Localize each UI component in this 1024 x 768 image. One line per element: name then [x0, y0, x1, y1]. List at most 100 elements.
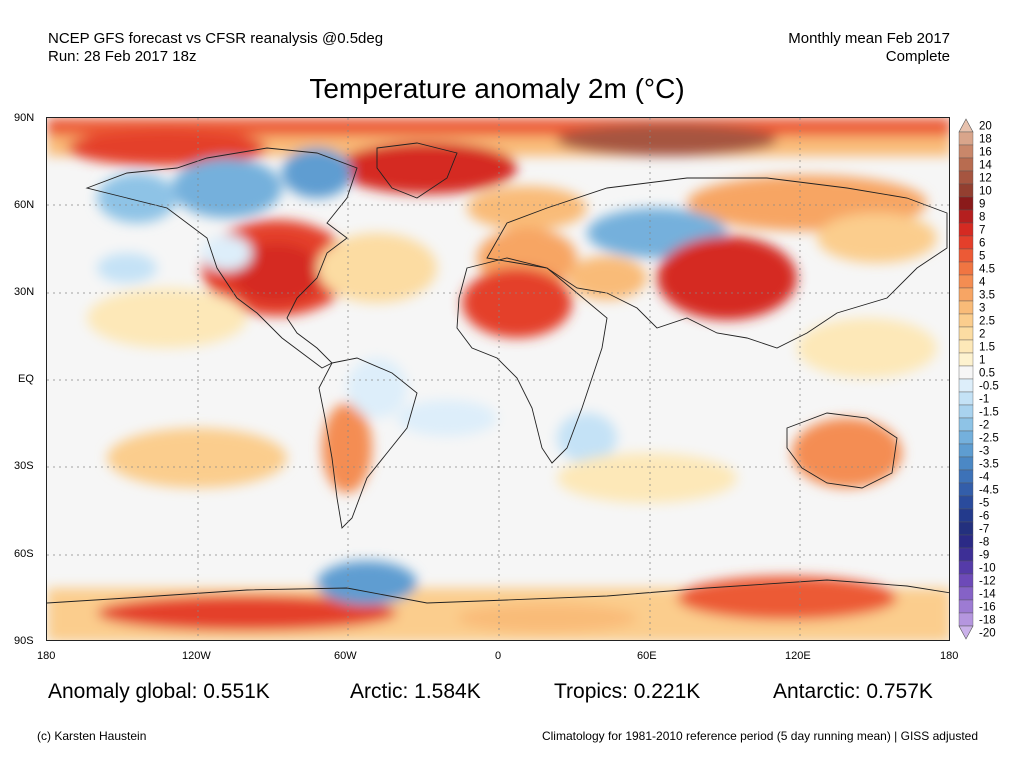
colorbar-label: 5: [979, 251, 985, 263]
stat-global: Anomaly global: 0.551K: [48, 680, 270, 703]
model-description: NCEP GFS forecast vs CFSR reanalysis @0.…: [48, 30, 384, 47]
colorbar-swatch: [958, 508, 974, 523]
colorbar: 201816141210987654.543.532.521.510.5-0.5…: [958, 118, 999, 640]
colorbar-label: 3: [979, 303, 985, 315]
colorbar-swatch: [958, 612, 974, 627]
lon-label-60w: 60W: [334, 650, 357, 662]
run-time: Run: 28 Feb 2017 18z: [48, 48, 197, 65]
colorbar-swatch: [958, 235, 974, 250]
colorbar-label: -14: [979, 589, 996, 601]
colorbar-label: -8: [979, 537, 989, 549]
greenland-outline: [376, 142, 458, 199]
colorbar-label: -1.5: [979, 407, 999, 419]
colorbar-swatch: [958, 443, 974, 458]
lon-label-120w: 120W: [182, 650, 211, 662]
colorbar-swatch: [958, 404, 974, 419]
colorbar-label: 2.5: [979, 316, 995, 328]
colorbar-label: -4.5: [979, 485, 999, 497]
colorbar-label: -5: [979, 498, 989, 510]
colorbar-swatch: [958, 560, 974, 575]
colorbar-swatch: [958, 495, 974, 510]
colorbar-label: -0.5: [979, 381, 999, 393]
graticule: [47, 118, 949, 640]
colorbar-swatch: [958, 573, 974, 588]
colorbar-label: -3: [979, 446, 989, 458]
completeness-label: Complete: [885, 48, 950, 65]
colorbar-swatch: [958, 170, 974, 185]
colorbar-swatch: [958, 456, 974, 471]
colorbar-label: 0.5: [979, 368, 995, 380]
colorbar-swatch: [958, 157, 974, 172]
colorbar-label: -1: [979, 394, 989, 406]
lon-label-60e: 60E: [637, 650, 657, 662]
colorbar-swatch: [958, 365, 974, 380]
colorbar-swatch: [958, 248, 974, 263]
colorbar-swatch: [958, 482, 974, 497]
footer-note: Climatology for 1981-2010 reference peri…: [541, 729, 978, 743]
coastlines: [47, 142, 949, 604]
colorbar-label: 6: [979, 238, 985, 250]
map-title: Temperature anomaly 2m (°C): [309, 73, 685, 104]
period-label: Monthly mean Feb 2017: [788, 30, 950, 47]
colorbar-swatches: [958, 118, 974, 640]
africa-outline: [456, 257, 608, 464]
colorbar-swatch: [958, 222, 974, 237]
colorbar-label: -6: [979, 511, 989, 523]
colorbar-label: -20: [979, 628, 996, 640]
colorbar-label: 1.5: [979, 342, 995, 354]
colorbar-label: 20: [979, 121, 992, 133]
colorbar-swatch: [958, 339, 974, 354]
colorbar-label: 9: [979, 199, 985, 211]
colorbar-label: -2.5: [979, 433, 999, 445]
colorbar-swatch-top-arrow: [958, 118, 974, 133]
stat-antarctic: Antarctic: 0.757K: [773, 680, 933, 703]
colorbar-swatch: [958, 469, 974, 484]
anomaly-field: [47, 118, 949, 640]
colorbar-swatch: [958, 300, 974, 315]
colorbar-label: -2: [979, 420, 989, 432]
australia-outline: [786, 412, 898, 489]
colorbar-label: -4: [979, 472, 990, 484]
lat-label-60n: 60N: [14, 199, 35, 211]
colorbar-swatch: [958, 196, 974, 211]
colorbar-label: 18: [979, 134, 992, 146]
colorbar-label: 3.5: [979, 290, 995, 302]
colorbar-swatch: [958, 326, 974, 341]
colorbar-label: -16: [979, 602, 996, 614]
lon-label-180w: 180: [37, 650, 56, 662]
lon-label-0: 0: [495, 650, 502, 662]
footer-credit: (c) Karsten Haustein: [37, 729, 147, 743]
colorbar-swatch: [958, 599, 974, 614]
colorbar-swatch: [958, 209, 974, 224]
colorbar-swatch: [958, 417, 974, 432]
anomaly-map: [46, 117, 950, 641]
colorbar-swatch: [958, 183, 974, 198]
colorbar-swatch: [958, 287, 974, 302]
colorbar-swatch: [958, 261, 974, 276]
colorbar-label: 4.5: [979, 264, 995, 276]
lat-label-eq: EQ: [18, 373, 34, 385]
colorbar-label: -9: [979, 550, 989, 562]
lat-label-60s: 60S: [14, 548, 34, 560]
colorbar-swatch-bottom-arrow: [958, 625, 974, 640]
lat-label-90s: 90S: [14, 635, 34, 647]
colorbar-swatch: [958, 313, 974, 328]
antarctica-outline: [47, 579, 949, 604]
stat-tropics: Tropics: 0.221K: [554, 680, 701, 703]
colorbar-swatch: [958, 391, 974, 406]
colorbar-swatch: [958, 586, 974, 601]
header-right: Monthly mean Feb 2017 Complete: [788, 30, 950, 66]
colorbar-label: 10: [979, 186, 992, 198]
lat-label-90n: 90N: [14, 112, 35, 124]
colorbar-label: -18: [979, 615, 996, 627]
colorbar-label: 12: [979, 173, 992, 185]
north-america-outline: [85, 147, 358, 369]
colorbar-swatch: [958, 144, 974, 159]
lat-label-30s: 30S: [14, 460, 34, 472]
colorbar-label: 7: [979, 225, 985, 237]
colorbar-label: 16: [979, 147, 992, 159]
colorbar-labels: 201816141210987654.543.532.521.510.5-0.5…: [979, 121, 999, 640]
colorbar-label: -7: [979, 524, 989, 536]
south-america-outline: [318, 357, 418, 529]
colorbar-label: 14: [979, 160, 992, 172]
